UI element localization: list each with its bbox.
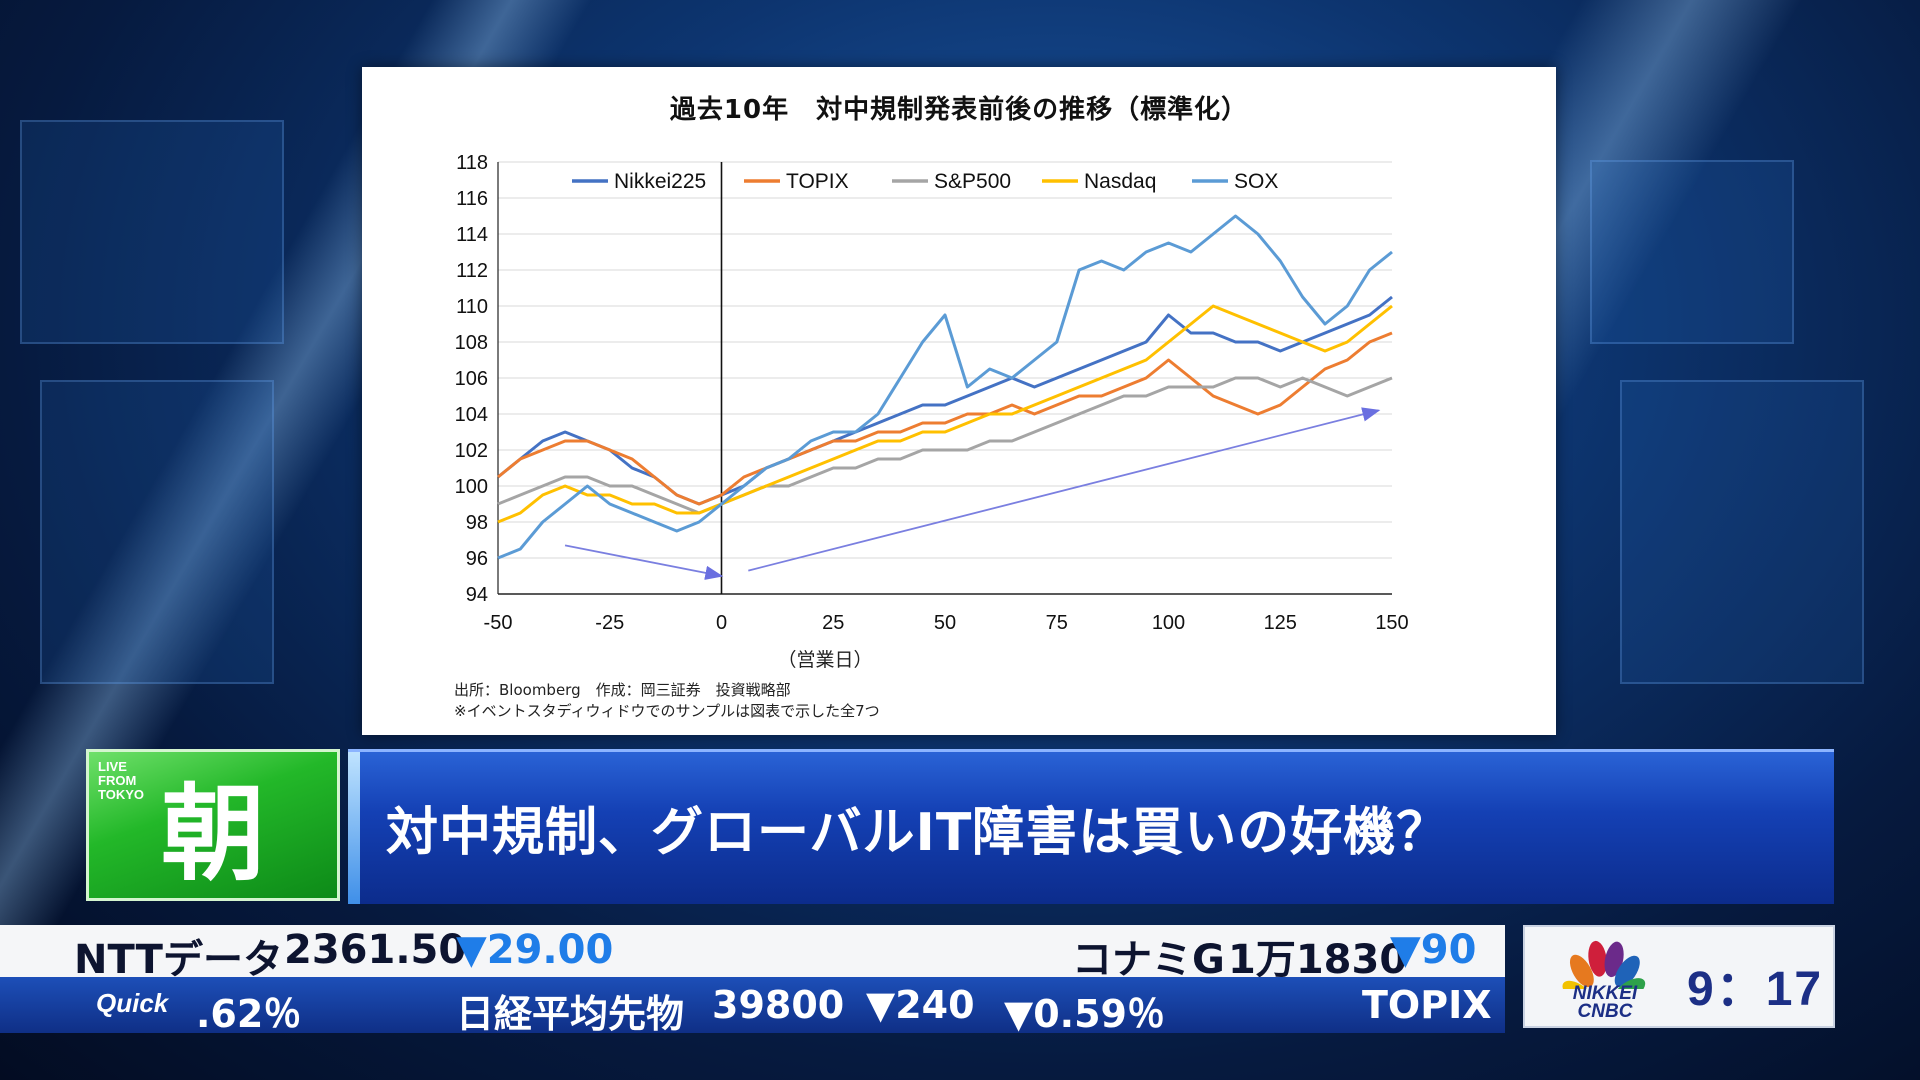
x-axis-title: （営業日） (777, 649, 872, 671)
legend-label: Nasdaq (1084, 170, 1156, 193)
background-panel (20, 120, 284, 344)
y-tick-label: 102 (455, 440, 488, 462)
chart-title: 過去10年 対中規制発表前後の推移（標準化） (669, 95, 1249, 125)
quick-logo: Quick (96, 988, 169, 1018)
headline-bar: 対中規制、グローバルIT障害は買いの好機？ (348, 749, 1834, 904)
chart-source-note: 出所：Bloomberg 作成：岡三証券 投資戦略部 (454, 681, 791, 699)
y-tick-label: 104 (455, 404, 488, 426)
series-line-sp500 (497, 376, 1393, 515)
line-chart: 94 96 98 100 102 104 106 108 110 112 114 116 118 -50 -… (455, 152, 1409, 671)
series-line-topix (497, 331, 1393, 506)
background-panel (40, 380, 274, 684)
ticker-prev-fragment: .62％ (196, 992, 302, 1036)
series-line-nasdaq (497, 304, 1393, 524)
y-tick-label: 106 (455, 368, 488, 390)
ticker-index-change: ▼240 (866, 983, 975, 1027)
chart-sample-note: ※イベントスタディウィドウでのサンプルは図表で示した全7つ (454, 702, 880, 720)
background-panel (1620, 380, 1864, 684)
x-tick-label: 125 (1264, 612, 1297, 634)
y-tick-label: 98 (466, 512, 488, 534)
ticker-index-percent: ▼0.59％ (1004, 992, 1165, 1036)
headline-accent (348, 752, 360, 904)
clock-time: 9：17 (1687, 963, 1824, 1016)
x-tick-label: 25 (822, 612, 844, 634)
headline-text: 対中規制、グローバルIT障害は買いの好機？ (386, 803, 1450, 863)
ticker-next-fragment: TOPIX (1362, 983, 1492, 1027)
y-tick-label: 116 (456, 188, 488, 210)
x-tick-label: 0 (716, 612, 727, 634)
y-tick-label: 118 (456, 152, 488, 174)
index-ticker-bottom: Quick .62％ 日経平均先物 39800 ▼240 ▼0.59％ TOPI… (0, 977, 1505, 1036)
program-logo-kanji: 朝 (160, 773, 265, 895)
y-tick-label: 96 (466, 548, 488, 570)
ticker-stock-name: コナミG (1072, 937, 1225, 983)
ticker-index-name: 日経平均先物 (456, 992, 685, 1036)
ticker-stock-price: 2361.50 (284, 927, 467, 973)
legend-label: S&P500 (934, 170, 1011, 193)
ticker-stock-change: ▼90 (1390, 927, 1477, 973)
chart-card: 過去10年 対中規制発表前後の推移（標準化） 94 96 98 100 102 104 10… (362, 67, 1556, 735)
ticker-stock-price: 1万1830 (1228, 937, 1408, 983)
ticker-stock-change: ▼29.00 (456, 927, 614, 973)
stock-ticker-top: NTTデータ 2361.50 ▼29.00 コナミG 1万1830 ▼90 (0, 925, 1505, 983)
y-tick-label: 110 (456, 296, 488, 318)
y-tick-label: 112 (456, 260, 488, 282)
x-tick-label: 50 (934, 612, 956, 634)
y-tick-label: 94 (466, 584, 488, 606)
clock-box: NIKKEI CNBC 9：17 (1523, 925, 1835, 1028)
live-from-tokyo-label: LIVE FROM TOKYO (98, 759, 144, 802)
y-tick-label: 108 (455, 332, 488, 354)
brand-cnbc: CNBC (1577, 1001, 1633, 1022)
y-tick-label: 100 (455, 476, 488, 498)
legend-label: TOPIX (786, 170, 849, 193)
brand-nikkei: NIKKEI (1572, 983, 1638, 1004)
program-logo: LIVE FROM TOKYO 朝 (86, 749, 340, 901)
y-tick-label: 114 (456, 224, 488, 246)
x-tick-label: 150 (1375, 612, 1408, 634)
ticker-stock-name: NTTデータ (74, 937, 283, 983)
series-line-sox (497, 214, 1393, 560)
legend-label: SOX (1234, 170, 1278, 193)
peacock-icon (1562, 940, 1646, 989)
series-line-nikkei225 (497, 295, 1393, 506)
x-tick-label: -50 (484, 612, 513, 634)
x-tick-label: 100 (1152, 612, 1185, 634)
trend-arrow (564, 544, 724, 580)
ticker-index-value: 39800 (712, 983, 845, 1027)
x-tick-label: -25 (595, 612, 624, 634)
background-panel (1590, 160, 1794, 344)
x-tick-label: 75 (1046, 612, 1068, 634)
trend-arrow (748, 407, 1381, 572)
legend-label: Nikkei225 (614, 170, 706, 193)
